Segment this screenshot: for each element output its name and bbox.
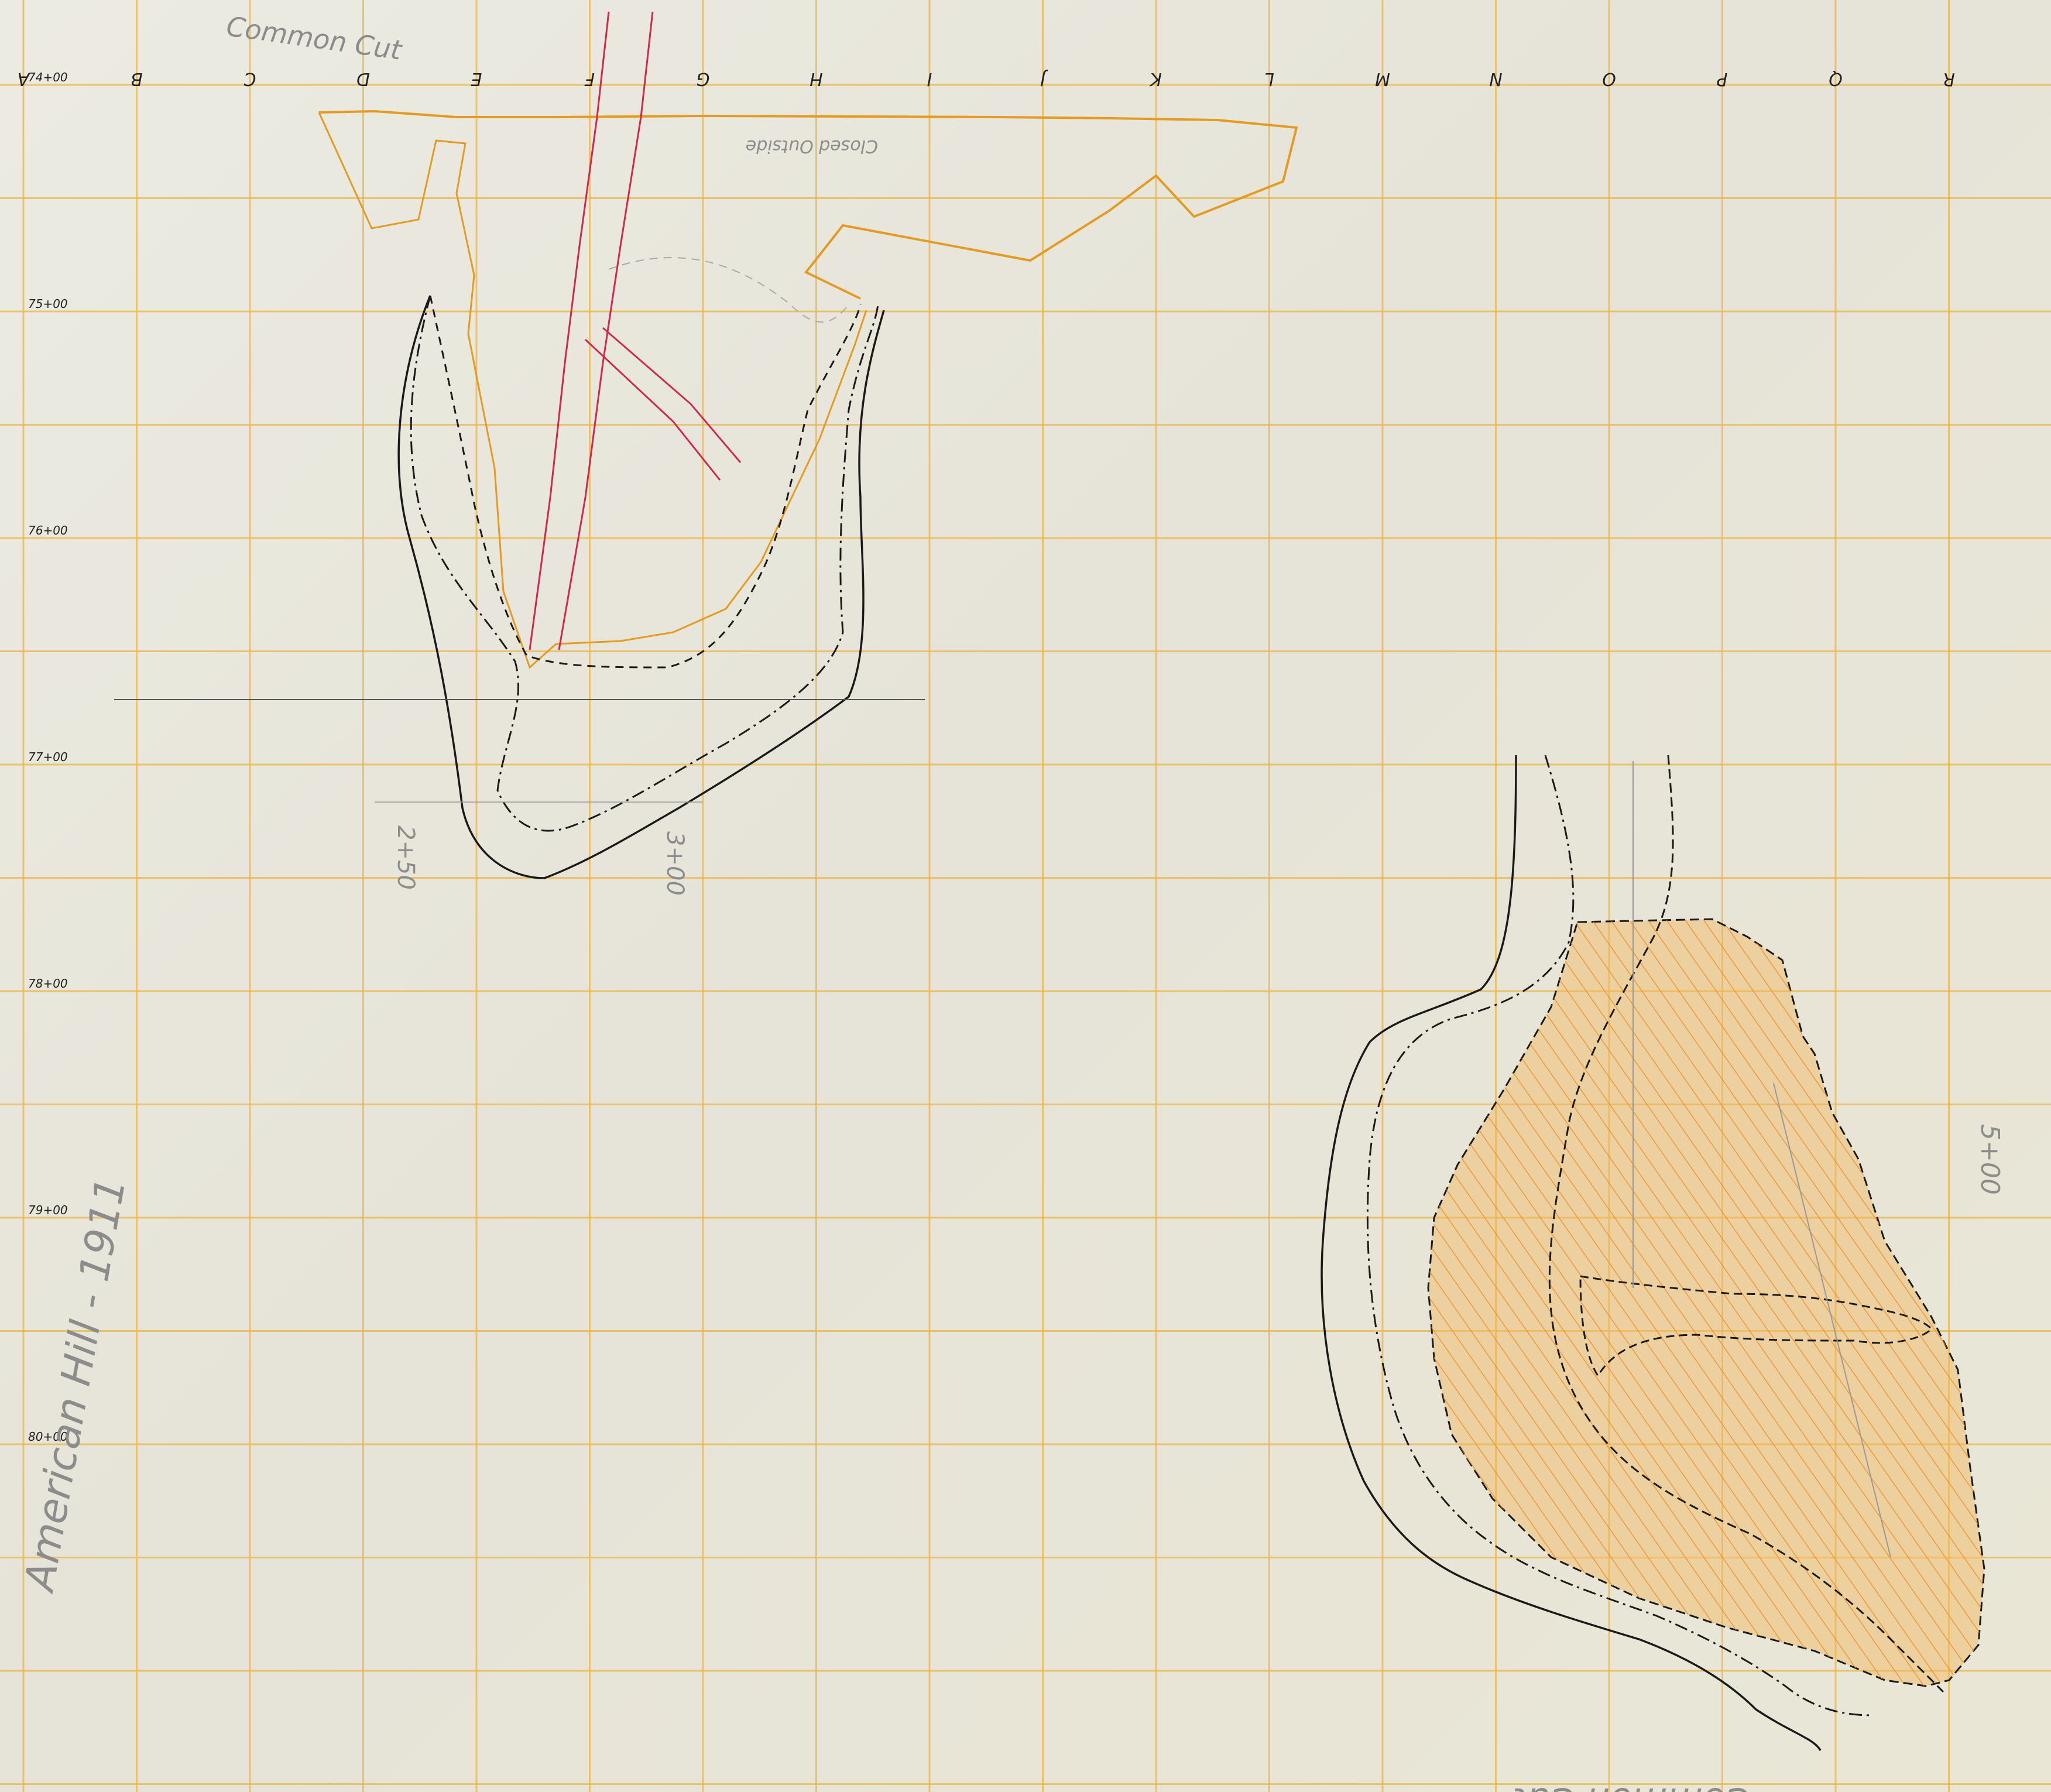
column-label: A — [18, 68, 31, 89]
inner-contour — [429, 295, 862, 669]
column-label: M — [1375, 68, 1390, 89]
column-label: H — [810, 68, 823, 89]
lower-survey — [1321, 755, 1985, 1751]
column-label: B — [131, 68, 143, 89]
orange-traverse-left — [318, 112, 867, 669]
row-station-label: 80+00 — [28, 1430, 68, 1444]
column-label: K — [1149, 68, 1162, 89]
outer-contour-lower — [1321, 755, 1822, 1751]
column-label: G — [696, 68, 709, 89]
column-label: D — [356, 68, 370, 89]
column-label: P — [1717, 68, 1728, 89]
red-survey-line-b — [558, 11, 654, 650]
orange-traverse-top — [318, 109, 1298, 300]
column-label: C — [243, 68, 256, 89]
station-note: 2+50 — [392, 825, 419, 890]
row-station-label: 79+00 — [28, 1203, 68, 1217]
red-cross-line-b — [602, 327, 742, 463]
third-contour-lower — [1548, 755, 1944, 1693]
closed-note: Closed Outside — [746, 136, 878, 156]
row-station-label: 76+00 — [28, 523, 68, 537]
side-title: American Hill - 1911 — [15, 1174, 135, 1596]
column-label: Q — [1829, 68, 1843, 89]
outer-contour — [397, 295, 885, 879]
hatch-pattern — [1428, 919, 1984, 1686]
column-labels: A B C D E F G H I J K L M N O P Q R — [18, 68, 1955, 89]
station-note: 3+00 — [661, 831, 688, 896]
bottom-note: Common Cut — [1511, 1780, 1750, 1792]
pencil-line — [1773, 1082, 1891, 1558]
column-label: J — [1040, 68, 1048, 89]
column-label: R — [1943, 68, 1955, 89]
column-label: E — [471, 68, 482, 89]
row-station-labels: 74+00 75+00 76+00 77+00 78+00 79+00 80+00 — [28, 70, 68, 1444]
red-cross-line-a — [584, 338, 721, 481]
column-label: I — [927, 68, 932, 89]
middle-contour — [410, 295, 879, 832]
row-station-label: 77+00 — [28, 750, 68, 764]
row-station-label: 74+00 — [28, 70, 68, 84]
column-label: L — [1264, 68, 1274, 89]
row-station-label: 75+00 — [28, 297, 68, 311]
second-contour-lower — [1366, 755, 1874, 1716]
red-survey-line-a — [529, 11, 610, 650]
row-station-label: 78+00 — [28, 976, 68, 991]
column-label: F — [584, 68, 595, 89]
column-label: N — [1489, 68, 1502, 89]
station-note: 5+00 — [1975, 1124, 2005, 1195]
column-label: O — [1602, 68, 1616, 89]
upper-survey — [114, 11, 1298, 879]
pencil-curve — [608, 257, 849, 323]
top-note: Common Cut — [224, 10, 404, 66]
